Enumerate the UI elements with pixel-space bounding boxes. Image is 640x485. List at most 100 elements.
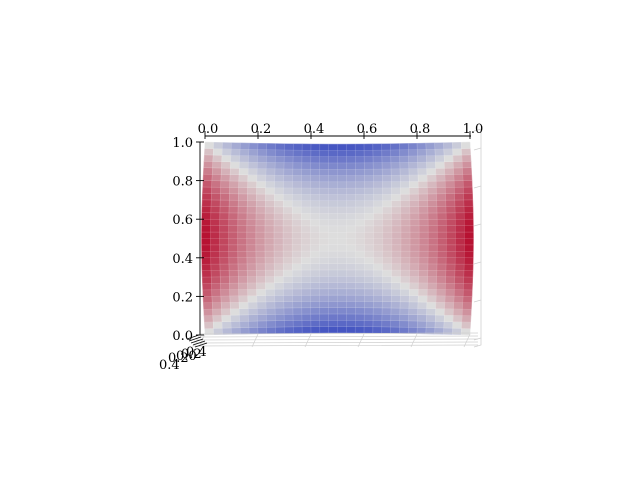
surface-cell <box>229 194 238 200</box>
surface-cell <box>329 169 338 175</box>
surface-cell <box>247 213 256 219</box>
surface-cell <box>464 258 473 264</box>
surface-cell <box>311 163 320 169</box>
surface-cell <box>446 239 455 245</box>
surface-cell <box>229 213 238 219</box>
surface-cell <box>205 142 214 149</box>
surface-cell <box>329 320 338 326</box>
surface-cell <box>220 232 229 238</box>
surface-cell <box>338 163 347 169</box>
surface-cell <box>392 194 401 200</box>
surface-cell <box>418 289 427 295</box>
surface-cell <box>437 213 446 219</box>
surface-cell <box>355 301 364 307</box>
surface-cell <box>231 149 240 156</box>
surface-cell <box>409 296 418 302</box>
surface-cell <box>230 302 239 309</box>
surface-cell <box>283 213 292 219</box>
y-axis-ticks: 0.00.20.40.60.81.0 <box>172 136 204 344</box>
surface-cell <box>220 245 229 251</box>
surface-cell <box>328 257 337 263</box>
surface-cell <box>437 251 446 257</box>
surface-cell <box>453 161 462 168</box>
surface-cell <box>464 226 473 232</box>
surface-cell <box>400 175 409 181</box>
surface-cell <box>408 143 417 150</box>
surface-cell <box>301 276 310 282</box>
surface-cell <box>239 175 248 181</box>
surface-cell <box>426 156 435 163</box>
surface-cell <box>284 308 293 314</box>
surface-cell <box>283 245 292 251</box>
surface-cell <box>247 226 256 232</box>
surface-cell <box>292 226 301 232</box>
surface-cell <box>419 270 428 276</box>
surface-cell <box>454 174 463 181</box>
surface-cell <box>338 320 347 326</box>
surface-cell <box>346 157 355 163</box>
surface-cell <box>229 232 238 238</box>
surface-cell <box>320 301 329 307</box>
surface-cell <box>284 302 293 308</box>
surface-cell <box>311 327 320 333</box>
surface-cell <box>338 169 347 175</box>
surface-cell <box>409 283 418 289</box>
surface-cell <box>204 309 213 316</box>
surface-cell <box>401 264 410 270</box>
surface-cell <box>418 175 427 181</box>
surface-cell <box>283 207 292 213</box>
surface-cell <box>230 181 239 188</box>
surface-cell <box>347 245 356 251</box>
surface-cell <box>338 308 347 314</box>
surface-cell <box>311 301 320 307</box>
surface-cell <box>401 219 410 225</box>
surface-cell <box>346 301 355 307</box>
surface-cell <box>211 206 220 212</box>
surface-cell <box>213 322 222 329</box>
surface-cell <box>292 251 301 257</box>
surface-cell <box>230 175 239 182</box>
surface-cell <box>401 232 410 238</box>
surface-cell <box>329 308 338 314</box>
surface-cell <box>320 163 329 169</box>
surface-cell <box>283 264 292 270</box>
surface-cell <box>437 207 446 213</box>
x-tick-label: 0.0 <box>198 122 219 137</box>
surface-cell <box>382 302 391 308</box>
surface-cell <box>238 232 247 238</box>
surface-cell <box>311 176 320 182</box>
surface-cell <box>319 239 328 245</box>
surface-cell <box>220 200 229 206</box>
surface-cell <box>365 232 374 238</box>
surface-cell <box>446 194 455 200</box>
surface-cell <box>328 283 337 289</box>
surface-cell <box>427 175 436 181</box>
surface-cell <box>392 264 401 270</box>
surface-cell <box>347 226 356 232</box>
surface-cell <box>230 290 239 297</box>
surface-cell <box>454 187 463 194</box>
surface-cell <box>391 182 400 188</box>
surface-cell <box>310 226 319 232</box>
surface-cell <box>301 245 310 251</box>
surface-cell <box>347 257 356 263</box>
surface-cell <box>346 320 355 326</box>
surface-cell <box>408 327 417 334</box>
surface-cell <box>284 144 293 150</box>
surface-cell <box>274 257 283 263</box>
surface-cell <box>283 239 292 245</box>
surface-cell <box>274 194 283 200</box>
surface-cell <box>355 308 364 314</box>
surface-cell <box>382 144 391 150</box>
surface-cell <box>373 163 382 169</box>
surface-cell <box>301 257 310 263</box>
surface-cell <box>419 251 428 257</box>
surface-cell <box>364 295 373 301</box>
surface-cell <box>220 283 229 290</box>
surface-cell <box>454 296 463 303</box>
surface-cell <box>374 207 383 213</box>
surface-cell <box>356 239 365 245</box>
surface-cell <box>292 283 301 289</box>
surface-cell <box>256 239 265 245</box>
surface-cell <box>202 226 211 232</box>
